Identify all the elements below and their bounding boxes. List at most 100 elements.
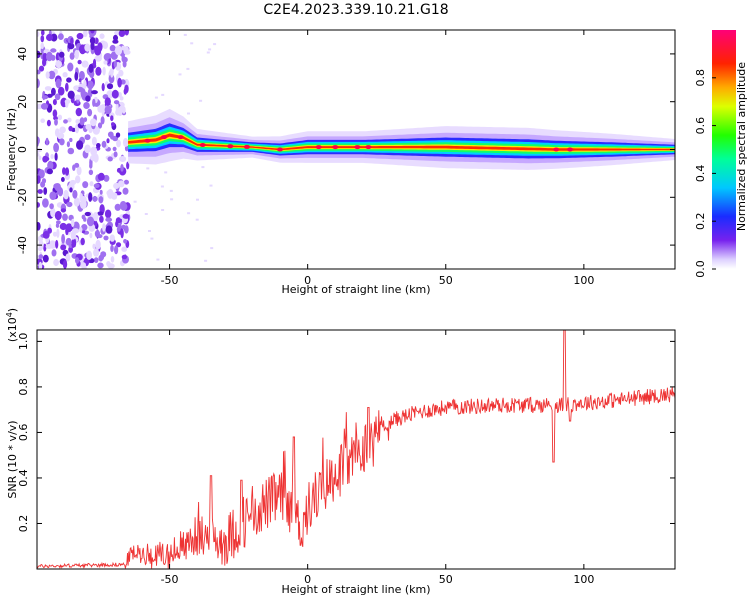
hot-spots (144, 135, 573, 152)
hot-spot (144, 138, 151, 143)
noise-speck (186, 67, 190, 70)
noise-speck (75, 175, 81, 184)
noise-speck (51, 87, 56, 96)
noise-speck (154, 96, 158, 99)
noise-speck (96, 143, 101, 148)
noise-speck (119, 156, 127, 162)
noise-speck (183, 33, 187, 36)
noise-speck (82, 181, 89, 189)
noise-speck (106, 261, 111, 267)
noise-speck (109, 44, 116, 52)
noise-speck (169, 189, 173, 192)
noise-speck (52, 231, 58, 237)
noise-speck (54, 210, 62, 221)
noise-speck (114, 45, 123, 56)
noise-speck (73, 197, 80, 207)
scale-base: (x10 (6, 317, 19, 342)
x-axis-label: Height of straight line (km) (281, 583, 430, 596)
noise-speck (79, 199, 87, 210)
noise-speck (69, 187, 73, 193)
noise-speck (93, 257, 99, 263)
noise-speck (156, 258, 160, 261)
noise-speck (81, 224, 88, 231)
noise-speck (87, 88, 93, 98)
noise-speck (114, 245, 119, 255)
noise-speck (89, 181, 94, 187)
noise-speck (204, 259, 208, 262)
noise-speck (94, 230, 100, 238)
noise-speck (37, 136, 40, 145)
noise-speck (161, 93, 165, 96)
noise-speck (53, 183, 61, 190)
noise-speck (95, 239, 101, 250)
y-tick-label: 0.6 (17, 424, 30, 442)
spectrogram-image (37, 30, 675, 269)
noise-speck (116, 139, 121, 148)
noise-speck (190, 42, 194, 45)
colorbar-tick-label: 0.2 (694, 212, 707, 230)
noise-speck (89, 232, 93, 239)
colorbar-tick-label: 0.0 (694, 260, 707, 278)
noise-speck (77, 59, 82, 65)
noise-speck (161, 209, 165, 211)
noise-speck (57, 86, 65, 96)
noise-speck (92, 212, 99, 222)
noise-speck (83, 102, 90, 109)
noise-speck (54, 93, 61, 101)
noise-speck (59, 222, 67, 231)
noise-speck (91, 90, 98, 95)
noise-speck (38, 65, 45, 72)
noise-speck (101, 83, 105, 92)
noise-speck (46, 168, 54, 175)
noise-speck (51, 249, 57, 257)
noise-speck (46, 51, 53, 62)
noise-speck (37, 175, 41, 184)
noise-speck (75, 107, 83, 117)
x-tick-label: 50 (439, 274, 453, 287)
noise-speck (42, 231, 50, 239)
noise-speck (49, 203, 54, 210)
noise-speck (84, 134, 91, 141)
x-tick-label: -50 (161, 274, 179, 287)
y-tick-label: 0.2 (17, 515, 30, 533)
noise-speck (99, 215, 104, 223)
noise-speck (91, 136, 97, 146)
noise-speck (146, 167, 150, 170)
noise-speck (37, 69, 41, 75)
spectral-band-layer (128, 133, 675, 151)
noise-speck (109, 112, 115, 118)
y-tick-label: -20 (16, 188, 29, 206)
noise-speck (68, 125, 73, 132)
noise-speck (75, 119, 80, 124)
noise-speck (89, 37, 96, 45)
noise-speck (210, 247, 214, 250)
noise-speck (58, 51, 65, 58)
noise-speck (90, 118, 97, 127)
noise-speck (144, 213, 148, 215)
noise-speck (111, 89, 119, 99)
noise-speck (57, 132, 65, 140)
y-tick-label: 0.4 (17, 469, 30, 487)
noise-speck (113, 151, 118, 158)
noise-speck (46, 33, 53, 42)
noise-speck (66, 141, 70, 148)
noise-speck (53, 258, 59, 267)
noise-speck (201, 166, 205, 169)
noise-speck (117, 77, 122, 88)
noise-speck (110, 244, 114, 252)
noise-speck (54, 118, 58, 126)
noise-speck (38, 246, 43, 252)
noise-speck (45, 71, 50, 79)
colorbar-tick-label: 0.6 (694, 117, 707, 135)
noise-speck (55, 60, 62, 69)
x-tick-label: -50 (161, 573, 179, 586)
noise-speck (67, 147, 75, 155)
noise-speck (55, 78, 62, 89)
noise-speck (102, 41, 109, 49)
noise-speck (62, 213, 68, 221)
noise-speck (78, 70, 85, 81)
y-tick-label: -40 (16, 236, 29, 254)
noise-speck (150, 237, 154, 240)
y-tick-label: 1.0 (17, 333, 30, 351)
noise-speck (58, 33, 64, 40)
